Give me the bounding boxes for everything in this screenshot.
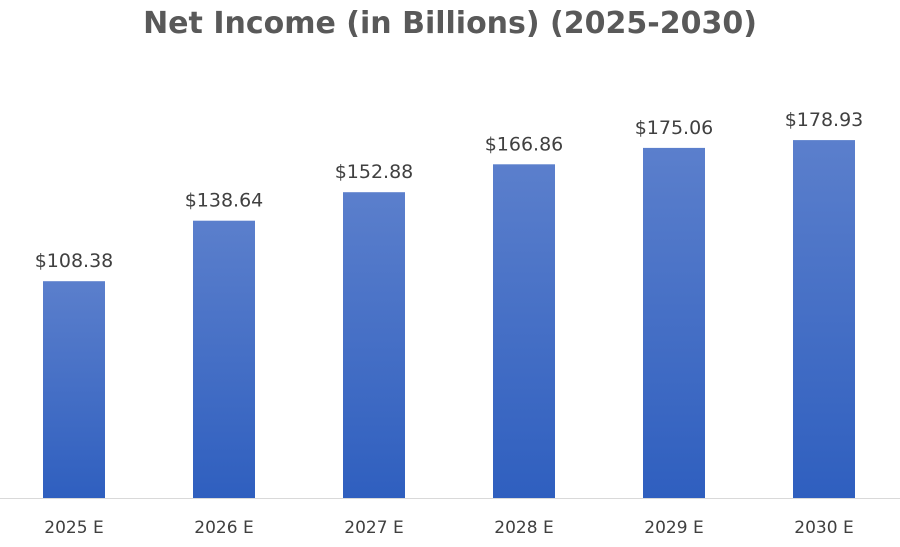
bar-2027-e xyxy=(343,192,405,498)
data-label-2030-e: $178.93 xyxy=(785,109,864,131)
x-tick-label-2030-e: 2030 E xyxy=(794,518,853,538)
chart-title: Net Income (in Billions) (2025-2030) xyxy=(143,6,757,41)
data-label-2029-e: $175.06 xyxy=(635,117,714,139)
x-tick-label-2025-e: 2025 E xyxy=(44,518,103,538)
x-tick-label-2027-e: 2027 E xyxy=(344,518,403,538)
bar-2025-e xyxy=(43,281,105,498)
bar-2029-e xyxy=(643,147,705,498)
x-tick-label-2028-e: 2028 E xyxy=(494,518,553,538)
data-labels-group: $108.38 $138.64 $152.88 $166.86 $175.06 $178.… xyxy=(35,109,864,272)
bar-2028-e xyxy=(493,164,555,499)
bar-2030-e xyxy=(793,140,855,498)
data-label-2025-e: $108.38 xyxy=(35,250,114,272)
data-label-2027-e: $152.88 xyxy=(335,161,414,183)
bar-2026-e xyxy=(193,220,255,498)
x-axis-ticks-group: 2025 E 2026 E 2027 E 2028 E 2029 E 2030 E xyxy=(44,518,853,538)
data-label-2028-e: $166.86 xyxy=(485,133,564,155)
data-label-2026-e: $138.64 xyxy=(185,190,264,212)
x-tick-label-2026-e: 2026 E xyxy=(194,518,253,538)
x-tick-label-2029-e: 2029 E xyxy=(644,518,703,538)
bars-group xyxy=(43,140,855,499)
